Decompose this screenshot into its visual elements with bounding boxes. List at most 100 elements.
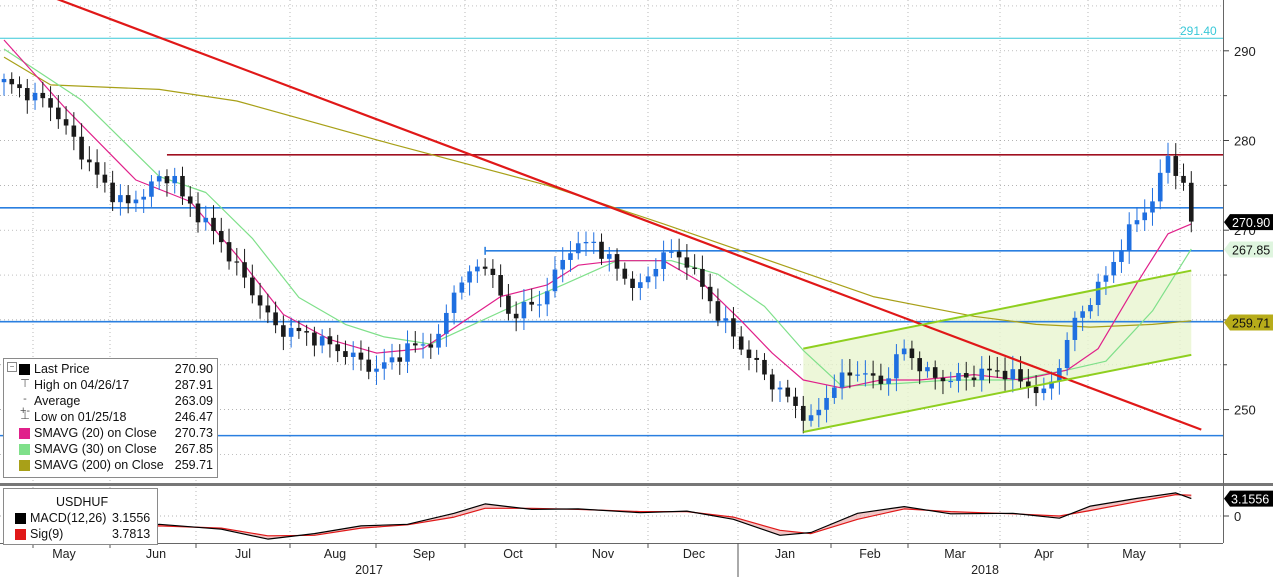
candle-body — [1103, 275, 1109, 282]
candle-body — [265, 305, 271, 313]
candle-body — [102, 174, 108, 183]
x-month-label: Sep — [413, 547, 435, 561]
legend-label: SMAVG (20) on Close — [34, 426, 157, 440]
candle-body — [956, 373, 961, 381]
sma200-swatch — [19, 460, 30, 471]
legend-row-macd: MACD(12,26) 3.1556 — [4, 510, 157, 526]
candle-body — [1002, 370, 1008, 380]
macd-swatch — [15, 513, 26, 524]
x-year-label: 2017 — [355, 563, 383, 577]
candle-body — [1095, 281, 1101, 306]
candle-body — [1111, 261, 1116, 276]
candle-body — [785, 387, 791, 397]
candle-body — [793, 396, 798, 406]
macd-legend: USDHUF MACD(12,26) 3.1556 Sig(9) 3.7813 — [3, 488, 158, 545]
candle-body — [490, 268, 496, 276]
candle-body — [560, 259, 566, 270]
signal-line — [3, 494, 1192, 537]
x-month-label: Feb — [859, 547, 881, 561]
candle-body — [133, 199, 139, 204]
candle-body — [118, 195, 123, 203]
candle-body — [645, 276, 651, 283]
candle-body — [1018, 369, 1023, 382]
candle-body — [1181, 175, 1186, 183]
candle-body — [234, 261, 240, 263]
candle-body — [156, 176, 162, 182]
low-marker-icon: ⊥ — [20, 410, 30, 422]
candle-body — [583, 241, 589, 244]
candle-body — [917, 358, 922, 372]
candle-body — [707, 286, 713, 302]
legend-collapse-icon[interactable]: − — [7, 362, 17, 372]
candle-body — [475, 266, 480, 272]
candle-body — [1049, 381, 1054, 389]
candle-body — [638, 282, 643, 289]
candle-body — [63, 119, 69, 126]
legend-row-signal: Sig(9) 3.7813 — [4, 526, 157, 542]
candle-body — [149, 181, 154, 197]
candle-body — [777, 387, 783, 390]
candle-body — [250, 277, 255, 296]
candle-body — [1080, 311, 1085, 318]
candle-body — [428, 344, 434, 348]
legend-label: Last Price — [34, 362, 90, 376]
candle-body — [622, 268, 628, 279]
level-label-291: 291.40 — [1180, 24, 1217, 38]
candle-body — [1150, 201, 1155, 213]
x-month-label: Dec — [683, 547, 705, 561]
legend-row-high: ⊤ High on 04/26/17 287.91 — [4, 377, 217, 393]
candle-body — [1119, 250, 1124, 262]
candle-body — [599, 241, 604, 259]
candle-body — [1041, 388, 1047, 394]
candle-body — [909, 348, 915, 359]
candle-body — [808, 415, 814, 421]
legend-row-average: -+- Average 263.09 — [4, 393, 217, 417]
candle-body — [832, 387, 837, 398]
candle-body — [1157, 172, 1163, 202]
candle-body — [692, 267, 697, 269]
candle-body — [141, 196, 146, 200]
candle-body — [1057, 368, 1062, 382]
candle-body — [381, 362, 387, 369]
candle-body — [994, 370, 1000, 372]
candle-body — [48, 98, 53, 108]
candle-body — [32, 92, 38, 101]
candle-body — [870, 373, 876, 376]
candle-body — [187, 196, 193, 204]
candle-body — [304, 331, 309, 333]
candle-body — [1072, 317, 1078, 340]
candle-body — [211, 217, 216, 232]
x-month-label: May — [52, 547, 76, 561]
candle-body — [738, 336, 744, 350]
signal-swatch — [15, 529, 26, 540]
candle-body — [606, 254, 612, 259]
average-marker-icon: -+- — [19, 393, 31, 417]
candle-body — [575, 243, 581, 254]
candle-body — [940, 377, 946, 382]
candle-body — [1033, 386, 1039, 394]
y-tick-label: 250 — [1234, 403, 1256, 418]
x-month-label: Jun — [146, 547, 166, 561]
candle-body — [459, 282, 465, 293]
legend-value: 259.71 — [174, 458, 213, 472]
high-marker-icon: ⊤ — [20, 378, 30, 390]
candle-body — [847, 372, 853, 376]
candle-body — [1134, 220, 1140, 225]
legend-label: SMAVG (30) on Close — [34, 442, 157, 456]
legend-label: SMAVG (200) on Close — [34, 458, 164, 472]
candle-body — [444, 312, 449, 334]
candle-body — [1188, 182, 1194, 222]
legend-value: 3.1556 — [112, 511, 151, 525]
candle-body — [987, 368, 992, 371]
candle-body — [839, 372, 845, 388]
candle-body — [180, 175, 185, 197]
candle-body — [218, 231, 224, 243]
candle-body — [800, 405, 806, 421]
candle-body — [397, 357, 403, 362]
candle-body — [886, 378, 891, 384]
candle-body — [420, 344, 426, 346]
legend-label: MACD(12,26) — [30, 511, 107, 525]
candle-body — [614, 254, 620, 269]
candle-body — [24, 88, 30, 101]
